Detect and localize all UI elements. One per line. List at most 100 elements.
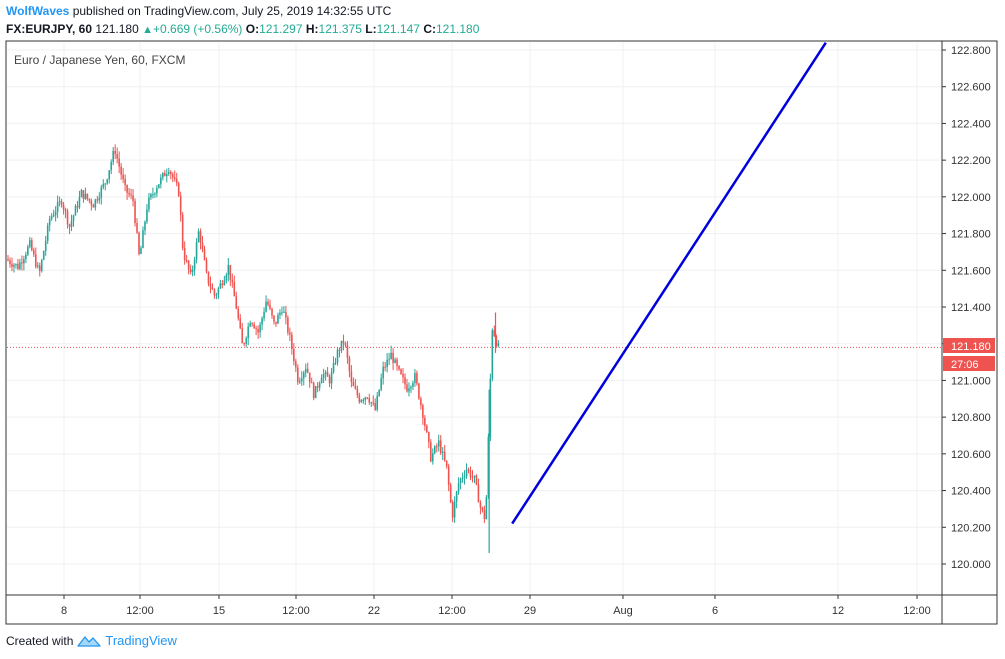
candle-body[interactable] <box>338 349 341 351</box>
candle-body[interactable] <box>225 274 228 281</box>
candle-body[interactable] <box>320 377 323 384</box>
candle-body[interactable] <box>300 378 303 382</box>
candle-body[interactable] <box>52 215 55 217</box>
candle-body[interactable] <box>167 171 170 174</box>
candle-body[interactable] <box>138 232 140 254</box>
candle-body[interactable] <box>229 265 232 280</box>
candle-body[interactable] <box>302 372 305 379</box>
candle-body[interactable] <box>435 446 438 448</box>
candles[interactable] <box>7 144 500 553</box>
candle-body[interactable] <box>124 179 126 186</box>
candle-body[interactable] <box>322 373 325 378</box>
candle-body[interactable] <box>207 271 210 284</box>
candle-body[interactable] <box>350 371 353 382</box>
candle-body[interactable] <box>9 260 11 265</box>
tradingview-brand[interactable]: TradingView <box>105 633 177 648</box>
candle-body[interactable] <box>179 195 182 215</box>
candle-body[interactable] <box>447 466 450 485</box>
candle-body[interactable] <box>257 329 259 333</box>
candle-body[interactable] <box>54 211 57 216</box>
candle-body[interactable] <box>344 343 347 345</box>
candle-body[interactable] <box>396 359 398 366</box>
candle-body[interactable] <box>7 259 9 261</box>
candle-body[interactable] <box>376 395 379 410</box>
candle-body[interactable] <box>29 240 31 247</box>
candle-body[interactable] <box>128 192 130 195</box>
candle-body[interactable] <box>485 497 488 520</box>
candle-body[interactable] <box>281 312 283 314</box>
candle-body[interactable] <box>390 352 392 360</box>
candle-body[interactable] <box>431 453 434 462</box>
candle-body[interactable] <box>249 323 251 327</box>
candle-body[interactable] <box>424 418 426 426</box>
candle-body[interactable] <box>398 365 400 370</box>
candle-body[interactable] <box>243 343 246 345</box>
candle-body[interactable] <box>33 250 35 255</box>
candle-body[interactable] <box>48 218 51 226</box>
candle-body[interactable] <box>40 259 43 271</box>
candle-body[interactable] <box>467 469 470 471</box>
candle-body[interactable] <box>410 386 412 389</box>
candle-body[interactable] <box>126 185 128 193</box>
candle-body[interactable] <box>209 283 212 288</box>
candle-body[interactable] <box>441 451 444 453</box>
candle-body[interactable] <box>259 324 261 333</box>
candle-body[interactable] <box>416 373 418 384</box>
candle-body[interactable] <box>354 386 357 389</box>
candle-body[interactable] <box>146 209 148 222</box>
candle-body[interactable] <box>164 172 166 177</box>
candle-body[interactable] <box>308 372 311 383</box>
candle-body[interactable] <box>189 269 192 273</box>
candle-body[interactable] <box>289 332 291 335</box>
candle-body[interactable] <box>17 263 19 270</box>
candle-body[interactable] <box>336 349 339 363</box>
candle-body[interactable] <box>166 173 168 177</box>
candle-body[interactable] <box>473 475 476 478</box>
candle-body[interactable] <box>70 221 73 227</box>
candle-body[interactable] <box>46 225 49 241</box>
price-chart[interactable]: 122.800 122.600 122.400 122.200 122.000 121.8… <box>0 0 1005 630</box>
candle-body[interactable] <box>160 177 162 185</box>
candle-body[interactable] <box>455 491 458 502</box>
candle-body[interactable] <box>293 348 295 362</box>
candle-body[interactable] <box>191 269 194 273</box>
candle-body[interactable] <box>352 381 355 387</box>
candle-body[interactable] <box>370 402 373 404</box>
candle-body[interactable] <box>221 283 224 285</box>
candle-body[interactable] <box>197 231 200 242</box>
candle-body[interactable] <box>402 374 404 378</box>
candle-body[interactable] <box>483 510 486 520</box>
candle-body[interactable] <box>203 249 206 260</box>
candle-body[interactable] <box>134 201 136 224</box>
candle-body[interactable] <box>465 469 468 476</box>
candle-body[interactable] <box>13 264 15 267</box>
candle-body[interactable] <box>110 162 113 171</box>
candle-body[interactable] <box>114 150 116 155</box>
candle-body[interactable] <box>82 190 85 199</box>
candle-body[interactable] <box>38 265 41 271</box>
candle-body[interactable] <box>156 188 158 194</box>
candle-body[interactable] <box>368 398 371 403</box>
candle-body[interactable] <box>104 183 107 185</box>
candle-body[interactable] <box>68 224 71 227</box>
candle-body[interactable] <box>306 368 309 373</box>
trendline[interactable] <box>511 41 827 525</box>
candle-body[interactable] <box>74 206 77 216</box>
candle-body[interactable] <box>426 425 428 433</box>
candle-body[interactable] <box>195 241 198 260</box>
candle-body[interactable] <box>169 171 172 174</box>
candle-body[interactable] <box>36 265 39 267</box>
candle-body[interactable] <box>215 294 218 296</box>
candle-body[interactable] <box>380 378 382 390</box>
candle-body[interactable] <box>219 283 222 289</box>
candle-body[interactable] <box>372 402 375 404</box>
candle-body[interactable] <box>96 199 99 201</box>
candle-body[interactable] <box>255 328 257 330</box>
candle-body[interactable] <box>386 359 388 368</box>
candle-body[interactable] <box>332 362 335 373</box>
candle-body[interactable] <box>461 477 464 479</box>
candle-body[interactable] <box>362 400 365 402</box>
candle-body[interactable] <box>314 386 317 399</box>
candle-body[interactable] <box>267 301 269 305</box>
candle-body[interactable] <box>297 367 299 383</box>
